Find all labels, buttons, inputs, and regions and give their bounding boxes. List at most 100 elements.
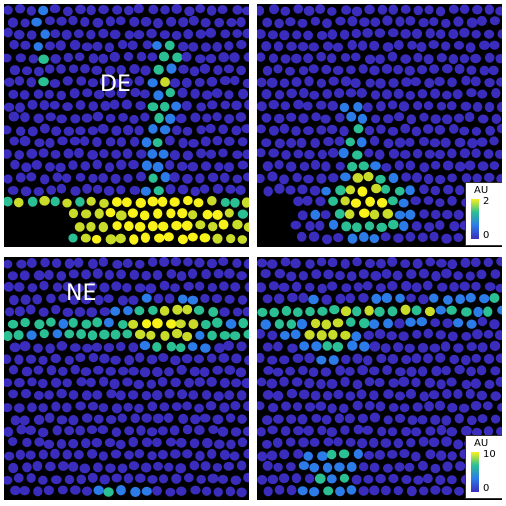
cell — [81, 390, 92, 401]
cell — [166, 341, 177, 352]
cell — [257, 173, 265, 184]
cell — [278, 473, 290, 484]
cell — [207, 172, 219, 183]
cell — [152, 161, 164, 173]
cell — [50, 54, 61, 64]
cell — [208, 221, 218, 232]
cell — [340, 76, 352, 87]
cell — [82, 486, 93, 496]
cell — [363, 450, 375, 460]
cell — [7, 319, 19, 329]
cell — [328, 196, 338, 206]
cell — [223, 64, 235, 74]
cell — [375, 283, 386, 293]
cell — [472, 329, 483, 340]
cell — [26, 473, 36, 483]
cell — [477, 114, 489, 124]
cell — [123, 402, 133, 412]
cell — [229, 331, 241, 341]
cell — [327, 7, 337, 16]
cell — [170, 257, 182, 267]
cell — [489, 136, 499, 146]
cell — [74, 307, 86, 317]
cell — [62, 102, 73, 112]
cell — [393, 88, 404, 99]
cell — [334, 112, 345, 123]
cell — [411, 282, 422, 293]
cell — [383, 415, 393, 425]
cell — [386, 449, 398, 459]
cell — [98, 53, 109, 64]
cell — [290, 220, 301, 230]
cell — [128, 295, 139, 306]
cell — [423, 54, 434, 65]
cell — [436, 101, 447, 111]
cell — [81, 42, 93, 52]
cell — [321, 186, 331, 196]
cell — [22, 462, 32, 473]
cell — [350, 78, 361, 89]
cell — [423, 353, 433, 364]
cell — [326, 427, 338, 437]
cell — [21, 66, 33, 76]
cell — [75, 100, 86, 111]
cell — [449, 221, 460, 232]
cell — [88, 173, 98, 184]
cell — [164, 389, 175, 399]
cell-field-de-1 — [4, 4, 249, 245]
cell — [446, 377, 457, 387]
cell — [395, 16, 405, 27]
cell — [495, 53, 502, 64]
cell — [27, 283, 38, 293]
cell — [388, 172, 399, 184]
cell — [14, 354, 24, 365]
cell — [494, 330, 502, 341]
cell — [496, 77, 502, 87]
cell — [410, 77, 421, 87]
cell — [70, 186, 81, 196]
cell — [170, 449, 181, 459]
cell — [236, 460, 247, 471]
cell — [142, 40, 152, 50]
cell — [181, 353, 193, 364]
cell — [64, 355, 74, 365]
cell — [308, 231, 320, 242]
cell — [122, 282, 132, 293]
cell — [56, 114, 67, 124]
cell — [27, 377, 37, 387]
cell — [140, 16, 152, 27]
cell — [286, 462, 296, 472]
cell — [193, 198, 204, 208]
cell — [448, 28, 459, 40]
cell — [472, 101, 483, 112]
cell — [157, 449, 168, 460]
cell — [303, 126, 314, 136]
cell — [178, 413, 189, 424]
cell — [33, 66, 44, 77]
cell — [4, 102, 15, 112]
cell — [453, 232, 464, 243]
cell — [104, 269, 114, 280]
cell — [357, 365, 369, 376]
cell — [219, 281, 229, 291]
cell — [50, 448, 60, 459]
cell — [57, 461, 69, 471]
cell — [213, 391, 224, 402]
cell — [374, 329, 386, 340]
cell — [158, 474, 169, 484]
cell — [464, 160, 476, 171]
cell — [347, 340, 358, 351]
cell — [285, 66, 295, 76]
cell — [229, 451, 240, 461]
cell — [404, 343, 415, 353]
cell — [441, 436, 452, 447]
cell — [405, 90, 416, 101]
cell — [26, 77, 37, 88]
cell — [190, 186, 201, 197]
cell — [375, 54, 385, 65]
cell — [14, 377, 25, 388]
cell — [484, 77, 495, 88]
cell — [335, 486, 345, 497]
cell — [104, 65, 116, 76]
cell — [358, 269, 369, 279]
